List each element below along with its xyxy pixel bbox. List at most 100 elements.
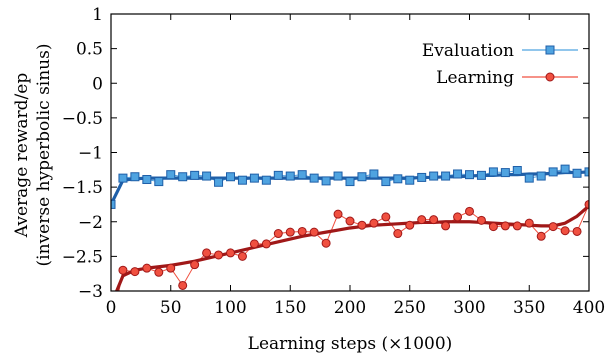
learning-point (107, 329, 115, 337)
y-tick-label: 1 (92, 5, 103, 25)
learning-point (333, 209, 343, 219)
learning-point (249, 239, 259, 249)
learning-point (441, 221, 451, 231)
learning-point (237, 251, 247, 261)
legend-marker-evaluation (545, 45, 555, 55)
evaluation-point (476, 170, 486, 180)
evaluation-point (333, 171, 343, 181)
evaluation-point (369, 169, 379, 179)
y-tick-label: −3 (78, 282, 103, 302)
y-tick-label: −2 (78, 213, 103, 233)
evaluation-point (249, 173, 259, 183)
x-tick-label: 100 (214, 298, 246, 318)
learning-point (214, 250, 224, 260)
learning-point (381, 212, 391, 222)
x-tick-label: 0 (106, 298, 117, 318)
x-tick-label: 200 (334, 298, 366, 318)
y-axis-label-secondary: (inverse hyperbolic sinus) (34, 44, 54, 267)
learning-point (572, 226, 582, 236)
learning-point (345, 216, 355, 226)
learning-point (465, 206, 474, 216)
evaluation-point (417, 172, 427, 182)
evaluation-point (111, 199, 116, 209)
y-axis-label: Average reward/ep (12, 73, 32, 239)
learning-point (369, 218, 379, 228)
learning-point (130, 267, 140, 277)
learning-point (118, 265, 128, 275)
evaluation-point (405, 175, 415, 185)
learning-point (357, 220, 367, 230)
evaluation-point (536, 171, 546, 181)
learning-point (154, 267, 164, 277)
evaluation-point (465, 170, 474, 180)
evaluation-point (214, 177, 224, 187)
evaluation-point (118, 173, 128, 183)
evaluation-point (237, 175, 247, 185)
learning-point (273, 229, 283, 239)
y-tick-label: −0.5 (62, 109, 103, 129)
evaluation-point (524, 173, 534, 183)
learning-point (321, 238, 331, 248)
legend: Evaluation Learning (422, 41, 578, 88)
legend-label-evaluation: Evaluation (422, 41, 514, 61)
evaluation-point (381, 177, 391, 187)
learning-point (417, 215, 427, 225)
learning-point (190, 260, 200, 270)
learning-point (393, 229, 403, 239)
evaluation-point (572, 168, 582, 178)
legend-label-learning: Learning (436, 68, 514, 88)
evaluation-point (429, 171, 439, 181)
learning-point (297, 226, 307, 236)
x-axis-label: Learning steps (×1000) (248, 334, 453, 354)
learning-point (202, 248, 212, 258)
learning-point (500, 221, 510, 231)
learning-point (453, 212, 463, 222)
evaluation-point (130, 172, 140, 182)
learning-point (178, 280, 188, 290)
learning-point (429, 215, 439, 225)
learning-point (405, 220, 415, 230)
evaluation-point (441, 171, 451, 181)
evaluation-point (345, 177, 355, 187)
series-evaluation (111, 164, 589, 209)
x-tick-label: 150 (274, 298, 306, 318)
learning-point (536, 231, 546, 241)
learning-point (488, 222, 498, 232)
evaluation-point (560, 164, 570, 174)
legend-item-learning: Learning (436, 68, 578, 88)
evaluation-point (154, 177, 164, 187)
evaluation-point (297, 170, 307, 180)
series-learning (107, 199, 589, 337)
evaluation-point (285, 171, 295, 181)
evaluation-point (166, 170, 176, 180)
learning-point (560, 226, 570, 236)
learning-point (309, 227, 319, 237)
series-layer (107, 164, 589, 337)
x-tick-label: 300 (453, 298, 485, 318)
y-tick-label: −1.5 (62, 178, 103, 198)
y-tick-label: −2.5 (62, 247, 103, 267)
x-tick-label: 50 (160, 298, 182, 318)
y-tick-label: −1 (78, 144, 103, 164)
learning-point (226, 248, 235, 258)
evaluation-point (488, 167, 498, 177)
evaluation-point (142, 175, 152, 185)
evaluation-point (321, 176, 331, 186)
evaluation-point (309, 173, 319, 183)
x-tick-label: 250 (394, 298, 426, 318)
evaluation-point (357, 172, 367, 182)
learning-point (524, 218, 534, 228)
y-tick-label: 0 (92, 74, 103, 94)
x-tick-label: 400 (573, 298, 605, 318)
evaluation-point (500, 168, 510, 178)
evaluation-point (226, 172, 235, 182)
evaluation-point (512, 166, 522, 176)
plot-frame (110, 13, 590, 292)
evaluation-point (393, 174, 403, 184)
learning-point (142, 263, 152, 273)
evaluation-point (273, 170, 283, 180)
evaluation-point (584, 167, 589, 177)
learning-point (476, 215, 486, 225)
learning-point (285, 227, 295, 237)
